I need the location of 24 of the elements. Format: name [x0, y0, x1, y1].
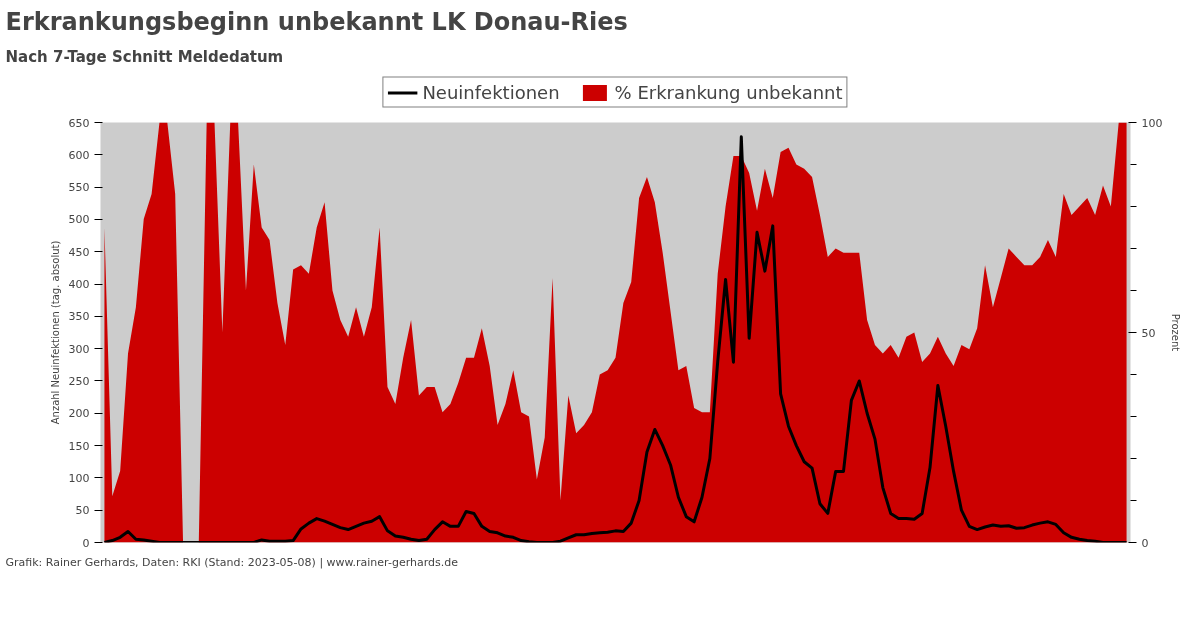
y-tick-label: 600 [68, 148, 90, 162]
y2-axis-title: Prozent [1170, 313, 1182, 352]
y-tick-label: 400 [68, 278, 90, 292]
y-tick-label: 150 [68, 439, 90, 453]
y2-tick-label: 50 [1141, 326, 1156, 340]
y-axis-title: Anzahl Neuinfektionen (tag. absolut) [49, 240, 61, 425]
text: Grafik: Rainer Gerhards, Daten: RKI (Stand: 2023-05-08) | www.rainer-gerhards.de [5, 555, 459, 569]
y2-tick-label: 100 [1141, 116, 1163, 130]
y2-tick-label: 0 [1141, 536, 1149, 550]
y-tick-label: 100 [68, 471, 90, 485]
legend-label: % Erkrankung unbekannt [614, 81, 843, 103]
y-tick-label: 50 [75, 504, 90, 518]
y-tick-label: 300 [68, 342, 90, 356]
chart-subtitle: Nach 7-Tage Schnitt Meldedatum [5, 47, 284, 66]
y-tick-label: 550 [68, 181, 90, 195]
y-tick-label: 350 [68, 310, 90, 324]
y-tick-label: 500 [68, 213, 90, 227]
y-tick-label: 0 [82, 536, 90, 550]
legend-label: Neuinfektionen [422, 81, 560, 103]
y-tick-label: 250 [68, 374, 90, 388]
chart-title: Erkrankungsbeginn unbekannt LK Donau-Ries [5, 7, 628, 36]
y-tick-label: 650 [68, 116, 90, 130]
y-tick-label: 200 [68, 407, 90, 421]
y-tick-label: 450 [68, 245, 90, 259]
